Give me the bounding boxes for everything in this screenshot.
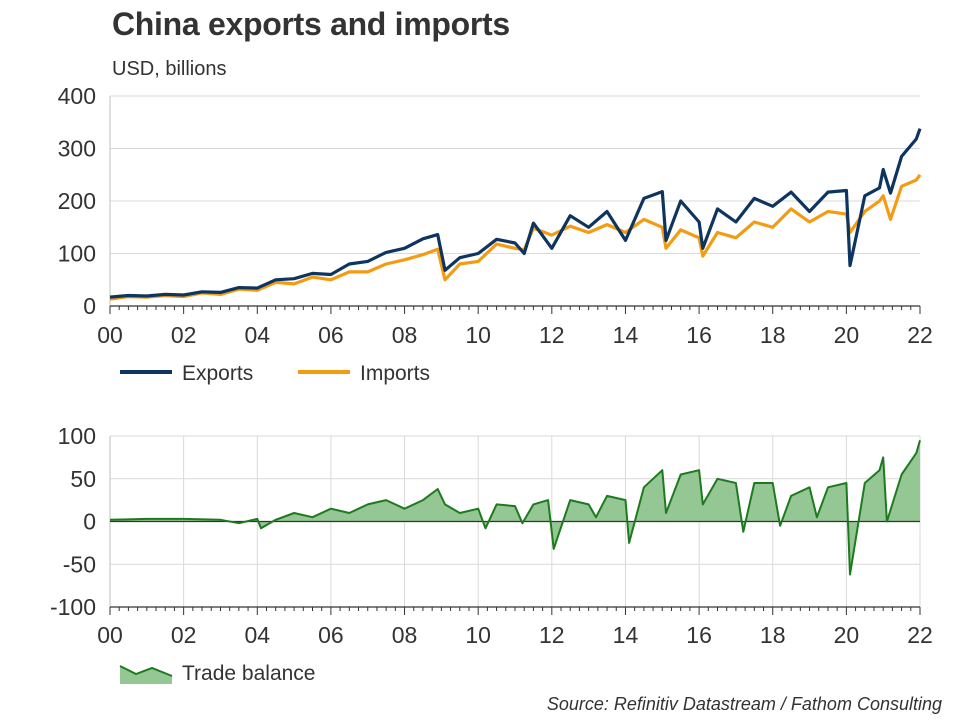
y-tick-label: 200 — [58, 188, 96, 214]
chart-subtitle: USD, billions — [112, 58, 227, 80]
y-tick-label: 0 — [83, 293, 96, 319]
x-tick-label: 20 — [834, 322, 860, 348]
y-tick-label: -50 — [63, 551, 96, 577]
x-tick-label: 22 — [907, 322, 933, 348]
x-tick-label: 16 — [686, 322, 712, 348]
series-line-imports — [109, 173, 922, 301]
x-tick-label: 12 — [539, 622, 565, 648]
x-tick-label: 18 — [760, 322, 786, 348]
source-note: Source: Refinitiv Datastream / Fathom Co… — [546, 694, 942, 714]
x-tick-label: 02 — [171, 622, 197, 648]
legend-swatch-line-trade-balance — [119, 665, 173, 677]
y-tick-label: 100 — [58, 241, 96, 267]
y-tick-label: 50 — [70, 466, 96, 492]
x-tick-label: 10 — [465, 622, 491, 648]
legend-label-trade-balance: Trade balance — [182, 662, 315, 685]
x-tick-label: 04 — [244, 622, 270, 648]
y-tick-label: 300 — [58, 136, 96, 162]
x-tick-label: 16 — [686, 622, 712, 648]
legend-label-imports: Imports — [360, 362, 430, 385]
x-tick-label: 04 — [244, 322, 270, 348]
y-tick-label: 0 — [83, 509, 96, 535]
x-tick-label: 14 — [613, 622, 639, 648]
x-tick-label: 08 — [392, 622, 418, 648]
legend-swatch-trade-balance — [120, 666, 172, 684]
y-tick-label: 400 — [58, 83, 96, 109]
trade-balance-line — [109, 440, 921, 576]
x-tick-label: 10 — [465, 322, 491, 348]
x-tick-label: 12 — [539, 322, 565, 348]
x-tick-label: 08 — [392, 322, 418, 348]
x-tick-label: 00 — [97, 622, 123, 648]
x-tick-label: 14 — [613, 322, 639, 348]
chart-title: China exports and imports — [112, 6, 510, 42]
x-tick-label: 06 — [318, 322, 344, 348]
x-tick-label: 02 — [171, 322, 197, 348]
y-tick-label: 100 — [58, 423, 96, 449]
x-tick-label: 18 — [760, 622, 786, 648]
y-tick-label: -100 — [50, 594, 96, 620]
x-tick-label: 22 — [907, 622, 933, 648]
x-tick-label: 06 — [318, 622, 344, 648]
x-tick-label: 20 — [834, 622, 860, 648]
legend-label-exports: Exports — [182, 362, 253, 385]
x-tick-label: 00 — [97, 322, 123, 348]
series-line-exports — [109, 128, 922, 299]
